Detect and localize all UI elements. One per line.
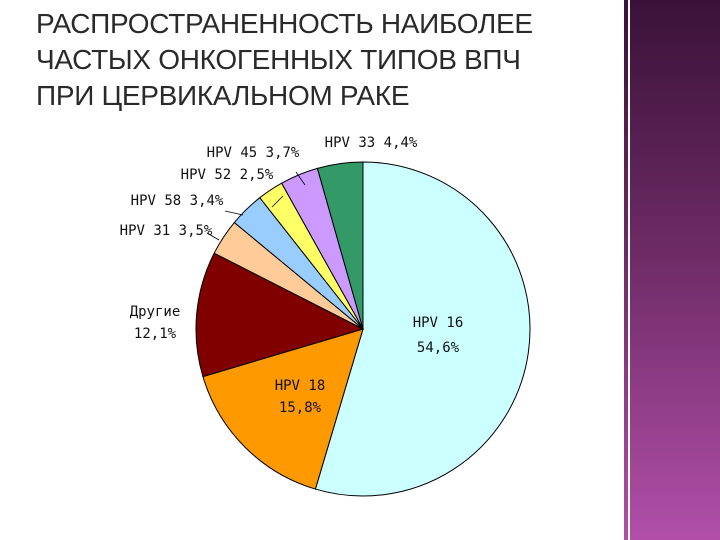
pie-label-1: HPV 18 15,8% <box>275 378 326 416</box>
pie-chart: HPV 16 54,6% HPV 18 15,8% Другие 12,1% HPV 31 … <box>120 135 531 497</box>
pie-label-0: HPV 16 54,6% <box>413 315 464 356</box>
pie-label-1-line-0: HPV 18 <box>275 378 326 394</box>
pie-label-3: HPV 31 3,5% <box>120 223 213 239</box>
leader-line-1 <box>271 195 284 208</box>
title-line-2: ЧАСТЫХ ОНКОГЕННЫХ ТИПОВ ВПЧ <box>36 44 521 75</box>
pie-slice-7 <box>316 161 364 330</box>
pie-label-6: HPV 45 3,7% <box>207 145 300 161</box>
pie-label-1-line-1: 15,8% <box>279 400 322 416</box>
pie-label-0-line-0: HPV 16 <box>413 315 464 331</box>
pie-slice-2 <box>195 252 365 378</box>
title-line-3: ПРИ ЦЕРВИКАЛЬНОМ РАКЕ <box>36 80 410 111</box>
pie-label-6-line-0: HPV 45 3,7% <box>207 145 300 161</box>
pie-label-4-line-0: HPV 58 3,4% <box>131 193 224 209</box>
pie-label-0-line-1: 54,6% <box>417 340 460 356</box>
pie-label-2: Другие 12,1% <box>130 304 181 342</box>
pie-labels: HPV 16 54,6% HPV 18 15,8% Другие 12,1% HPV 31 … <box>120 135 464 416</box>
decorative-sidebar <box>624 0 720 540</box>
pie-label-4: HPV 58 3,4% <box>131 193 224 209</box>
leader-line-2 <box>224 210 244 216</box>
leader-line-3 <box>206 232 220 241</box>
pie-label-3-line-0: HPV 31 3,5% <box>120 223 213 239</box>
pie-slice-0 <box>314 161 531 497</box>
pie-slices <box>195 161 531 497</box>
pie-label-7: HPV 33 4,4% <box>325 135 418 151</box>
leader-line-0 <box>295 171 306 186</box>
pie-label-5: HPV 52 2,5% <box>181 167 274 183</box>
pie-label-2-line-1: 12,1% <box>134 326 177 342</box>
pie-slice-1 <box>202 328 364 490</box>
slide-title: РАСПРОСТРАНЕННОСТЬ НАИБОЛЕЕ ЧАСТЫХ ОНКОГ… <box>36 6 616 114</box>
sidebar-divider <box>628 0 630 540</box>
pie-label-7-line-0: HPV 33 4,4% <box>325 135 418 151</box>
pie-label-5-line-0: HPV 52 2,5% <box>181 167 274 183</box>
title-line-1: РАСПРОСТРАНЕННОСТЬ НАИБОЛЕЕ <box>36 8 533 39</box>
pie-label-2-line-0: Другие <box>130 304 181 320</box>
